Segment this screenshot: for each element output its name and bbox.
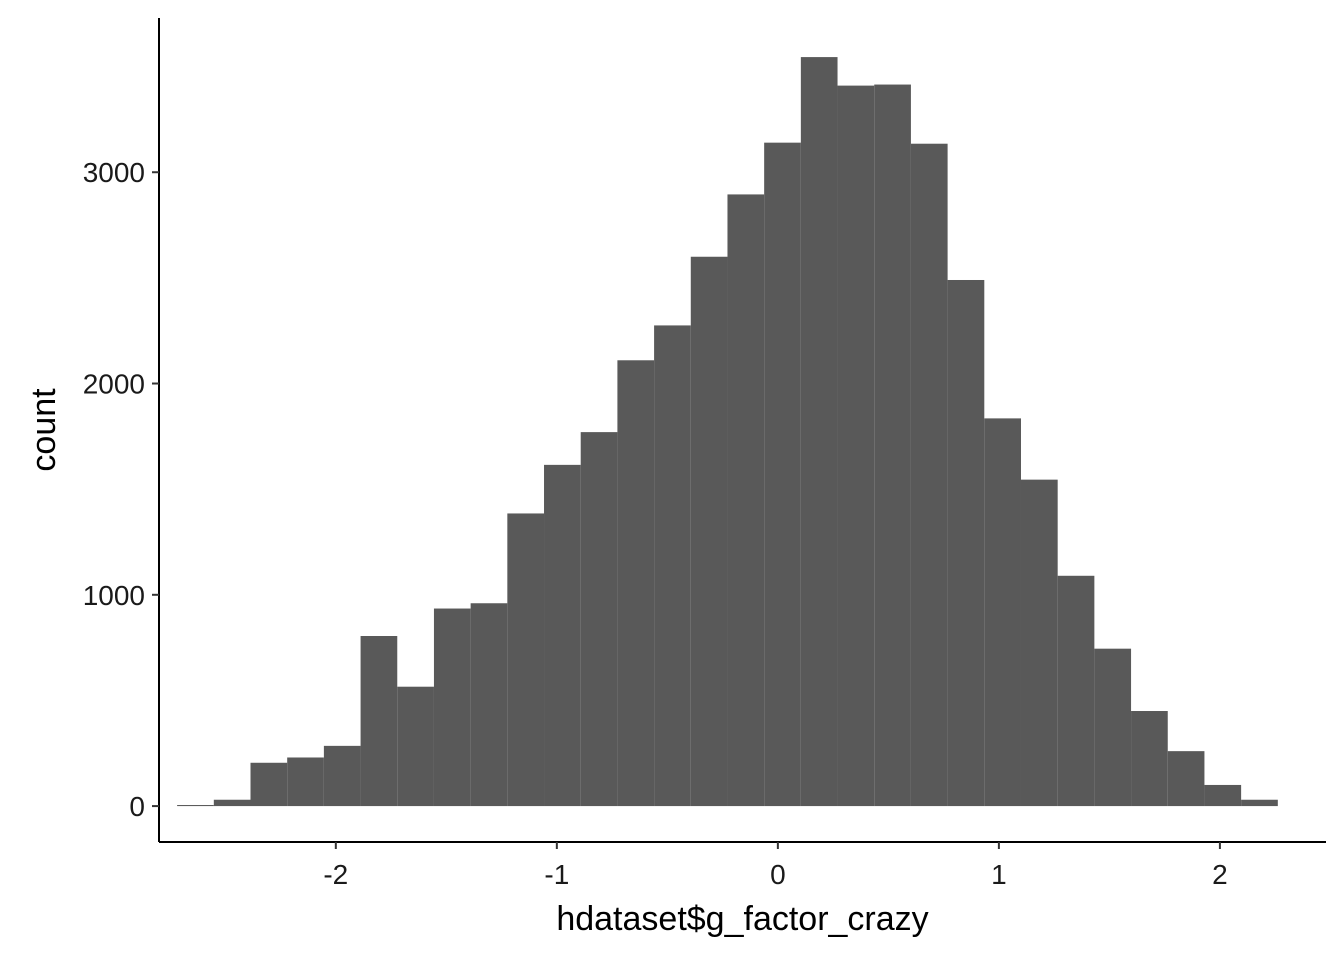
x-tick-label: 1: [991, 859, 1007, 890]
y-tick-label: 1000: [83, 580, 145, 611]
histogram-bar-4: [323, 745, 361, 807]
histogram-bar-9: [507, 513, 545, 807]
histogram-bar-12: [617, 360, 655, 807]
histogram-bar-6: [397, 686, 434, 807]
histogram-bar-29: [1241, 799, 1278, 807]
histogram-bar-18: [837, 85, 875, 807]
histogram-bar-22: [984, 418, 1021, 807]
histogram-bar-26: [1131, 711, 1168, 807]
histogram-bar-0: [177, 805, 214, 807]
histogram-bar-7: [433, 608, 471, 807]
histogram-bar-8: [470, 603, 508, 807]
histogram-bar-10: [544, 464, 581, 807]
x-axis-title: hdataset$g_factor_crazy: [556, 900, 928, 938]
histogram-bar-25: [1094, 648, 1132, 807]
histogram-bar-20: [910, 143, 948, 807]
y-tick-label: 2000: [83, 369, 145, 400]
histogram-bar-5: [360, 636, 398, 807]
histogram-bar-16: [764, 142, 801, 807]
x-tick-label: 2: [1212, 859, 1228, 890]
histogram-bar-1: [213, 799, 251, 807]
histogram-bar-13: [654, 325, 691, 807]
y-axis-title: count: [25, 388, 63, 472]
histogram-bar-14: [690, 256, 728, 807]
histogram-bar-24: [1057, 575, 1095, 807]
y-axis-ticks: 0 1000 2000 3000: [83, 157, 159, 822]
histogram-bars: [177, 57, 1278, 807]
histogram-bar-28: [1204, 784, 1242, 807]
x-tick-label: -1: [544, 859, 569, 890]
histogram-bar-15: [727, 194, 765, 807]
histogram-bar-19: [874, 84, 911, 807]
histogram-bar-21: [947, 279, 985, 807]
histogram-bar-11: [580, 432, 618, 807]
histogram-bar-17: [800, 57, 838, 807]
x-tick-label: 0: [770, 859, 786, 890]
histogram-bar-23: [1020, 479, 1058, 807]
y-tick-label: 3000: [83, 157, 145, 188]
histogram-bar-27: [1167, 751, 1205, 807]
histogram-bar-2: [250, 762, 288, 807]
y-tick-label: 0: [129, 791, 145, 822]
x-tick-label: -2: [323, 859, 348, 890]
x-axis-ticks: -2 -1 0 1 2: [323, 842, 1228, 890]
histogram-bar-3: [287, 757, 324, 807]
